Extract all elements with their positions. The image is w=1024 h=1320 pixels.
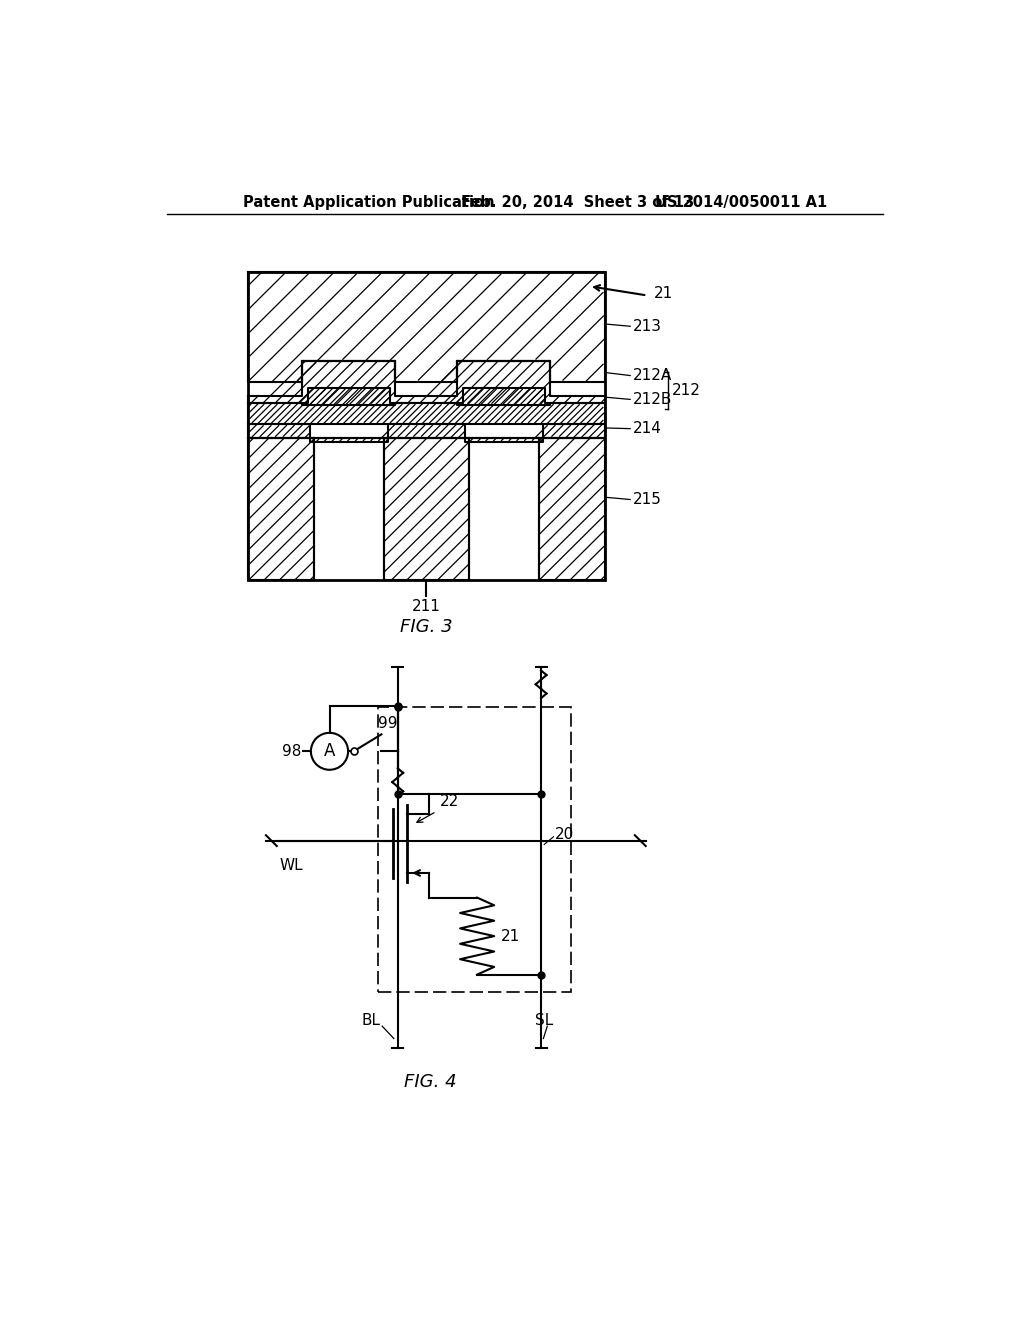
Bar: [314, 438, 384, 581]
Text: 212A: 212A: [633, 368, 673, 383]
Bar: [302, 360, 395, 381]
Text: 99: 99: [378, 715, 397, 731]
Text: 213: 213: [633, 318, 663, 334]
Bar: [248, 272, 604, 581]
Bar: [458, 360, 550, 381]
Text: Feb. 20, 2014  Sheet 3 of 13: Feb. 20, 2014 Sheet 3 of 13: [461, 195, 694, 210]
Text: A: A: [324, 742, 335, 760]
Text: 214: 214: [633, 421, 663, 436]
Text: 22: 22: [439, 793, 459, 809]
Bar: [469, 438, 539, 581]
Text: 215: 215: [633, 492, 663, 507]
Text: FIG. 3: FIG. 3: [400, 618, 453, 635]
Text: BL: BL: [361, 1014, 381, 1028]
Text: 20: 20: [555, 826, 574, 842]
Text: 21: 21: [501, 928, 519, 944]
Text: 211: 211: [412, 599, 440, 614]
Text: 98: 98: [283, 743, 302, 759]
Text: SL: SL: [535, 1014, 553, 1028]
Text: WL: WL: [280, 858, 303, 873]
Text: 21: 21: [653, 285, 673, 301]
Bar: [378, 706, 571, 991]
Text: FIG. 4: FIG. 4: [403, 1073, 457, 1092]
Text: 212B: 212B: [633, 392, 673, 407]
Text: 212: 212: [672, 383, 700, 397]
Text: US 2014/0050011 A1: US 2014/0050011 A1: [655, 195, 827, 210]
Text: Patent Application Publication: Patent Application Publication: [243, 195, 495, 210]
